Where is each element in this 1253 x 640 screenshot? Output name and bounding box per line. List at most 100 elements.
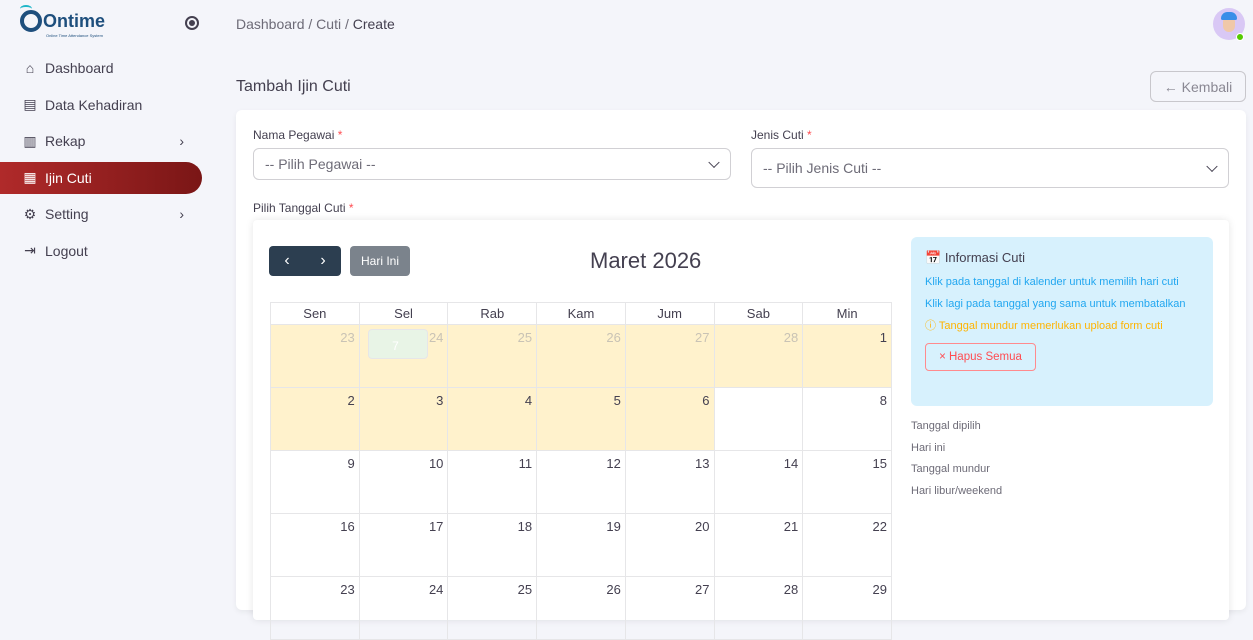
calendar-day[interactable]: 5: [536, 387, 626, 451]
sidebar-item-label: Logout: [45, 242, 88, 259]
sidebar-item-rekap[interactable]: ▥ Rekap ›: [0, 125, 202, 157]
sidebar-item-label: Data Kehadiran: [45, 96, 143, 113]
calendar-week: 16 17 18 19 20 21 22: [270, 513, 892, 577]
sidebar-item-label: Ijin Cuti: [45, 169, 92, 186]
legend-item: Hari ini: [911, 441, 946, 454]
calendar-day[interactable]: 24: [358, 576, 449, 640]
info-title: 📅 Informasi Cuti: [925, 250, 1026, 265]
calendar-day[interactable]: 8: [802, 387, 892, 451]
calendar-day[interactable]: 26: [536, 324, 626, 388]
logout-icon: ⇥: [24, 242, 36, 259]
calendar-day[interactable]: 27: [624, 576, 715, 640]
logo[interactable]: Ontime Online Time Attendance System: [20, 5, 105, 38]
calendar-day[interactable]: 25: [447, 324, 538, 388]
sidebar-item-setting[interactable]: ⚙ Setting ›: [0, 198, 202, 230]
today-button[interactable]: Hari Ini: [350, 246, 410, 276]
calendar-day[interactable]: 2: [270, 387, 360, 451]
chevron-right-icon: ›: [179, 133, 184, 150]
calendar-week: 23 24 25 26 27 28 29: [270, 576, 892, 640]
sidebar-item-label: Rekap: [45, 133, 86, 150]
calendar-day[interactable]: 11: [447, 450, 538, 514]
sidebar-toggle-button[interactable]: [185, 16, 199, 30]
sidebar-item-label: Dashboard: [45, 60, 114, 76]
calendar-day[interactable]: 7: [367, 328, 428, 359]
calendar-day[interactable]: 13: [624, 450, 715, 514]
gear-icon: ⚙: [23, 205, 37, 222]
weekday-header: Sab: [713, 302, 804, 325]
chevron-down-icon: [1206, 160, 1218, 173]
info-panel: 📅 Informasi Cuti Klik pada tanggal di ka…: [911, 237, 1213, 406]
stopwatch-icon: [20, 5, 42, 32]
calendar-day[interactable]: 23: [270, 324, 360, 388]
calendar-day[interactable]: 3: [358, 387, 449, 451]
pegawai-select[interactable]: -- Pilih Pegawai --: [253, 148, 731, 180]
calendar-day[interactable]: 16: [270, 513, 360, 577]
calendar-day[interactable]: 20: [624, 513, 715, 577]
calendar-day[interactable]: 18: [447, 513, 538, 577]
sidebar: Ontime Online Time Attendance System ⌂ Da…: [0, 0, 216, 598]
calendar-icon: ▦: [23, 169, 37, 186]
breadcrumb-dashboard[interactable]: Dashboard: [236, 16, 305, 32]
calendar-day[interactable]: 28: [713, 576, 804, 640]
home-icon: ⌂: [25, 60, 35, 76]
clear-all-button[interactable]: × Hapus Semua: [925, 343, 1036, 371]
prev-month-button[interactable]: ‹: [284, 252, 290, 269]
sidebar-item-data-kehadiran[interactable]: ▤ Data Kehadiran: [0, 89, 202, 121]
calendar-day[interactable]: 1: [802, 324, 892, 388]
info-line: Klik lagi pada tanggal yang sama untuk m…: [925, 298, 1186, 310]
sidebar-nav: ⌂ Dashboard ▤ Data Kehadiran ▥ Rekap › ▦ Ijin Cu…: [0, 52, 216, 272]
calendar-day[interactable]: 19: [536, 513, 626, 577]
form-card: Nama Pegawai * -- Pilih Pegawai -- Jenis…: [236, 110, 1246, 640]
weekday-header: Rab: [447, 302, 538, 325]
breadcrumb-cuti[interactable]: Cuti: [316, 16, 342, 32]
chevron-down-icon: [708, 156, 720, 169]
calendar-day[interactable]: 4: [447, 387, 538, 451]
weekday-header: Sen: [270, 302, 360, 325]
legend-item: Tanggal mundur: [911, 463, 990, 475]
sidebar-item-ijin-cuti[interactable]: ▦ Ijin Cuti: [0, 161, 202, 194]
weekday-header: Jum: [624, 302, 715, 325]
tanggal-label: Pilih Tanggal Cuti *: [253, 201, 354, 215]
calendar-day[interactable]: 14: [713, 450, 804, 514]
weekday-header: Kam: [536, 302, 626, 325]
sidebar-item-dashboard[interactable]: ⌂ Dashboard: [0, 52, 202, 84]
chevron-right-icon: ›: [179, 206, 184, 223]
calendar-day[interactable]: 6: [624, 387, 715, 451]
jenis-cuti-label: Jenis Cuti *: [751, 128, 812, 142]
calendar-day[interactable]: 12: [536, 450, 626, 514]
calendar-legend: Tanggal dipilih Hari ini Tanggal mundur Har…: [911, 420, 1002, 506]
calendar-day[interactable]: 22: [802, 513, 892, 577]
calendar-day[interactable]: 29: [802, 576, 892, 640]
calendar-week: 9 10 11 12 13 14 15: [270, 450, 892, 514]
weekday-header: Min: [802, 302, 892, 325]
calendar-nav: ‹ ›: [269, 246, 341, 276]
calendar-day[interactable]: 26: [536, 576, 626, 640]
breadcrumb-create: Create: [352, 16, 395, 32]
jenis-cuti-select[interactable]: -- Pilih Jenis Cuti --: [751, 148, 1229, 188]
avatar[interactable]: [1213, 8, 1245, 40]
calendar-day[interactable]: 15: [802, 450, 892, 514]
pegawai-label: Nama Pegawai *: [253, 128, 343, 142]
sidebar-item-logout[interactable]: ⇥ Logout: [0, 235, 202, 267]
online-status-icon: [1236, 33, 1244, 41]
calendar-grid: Sen Sel Rab Kam Jum Sab Min 23 24 25 26 27 28 1 2 3 4 5 6 7…: [270, 302, 892, 640]
breadcrumb: Dashboard / Cuti / Create: [236, 16, 395, 32]
calendar-day[interactable]: 10: [358, 450, 449, 514]
calendar-day[interactable]: 28: [713, 324, 804, 388]
calendar-day[interactable]: 9: [270, 450, 360, 514]
next-month-button[interactable]: ›: [320, 252, 326, 269]
calendar: ‹ › Hari Ini Maret 2026 Sen Sel Rab Kam Jum S…: [253, 220, 1229, 640]
weekday-header: Sel: [358, 302, 449, 325]
calendar-day[interactable]: 21: [713, 513, 804, 577]
back-button[interactable]: ← Kembali: [1150, 71, 1246, 102]
calendar-day[interactable]: 25: [447, 576, 538, 640]
legend-item: Tanggal dipilih: [911, 420, 981, 432]
calendar-day[interactable]: 23: [270, 576, 360, 640]
calendar-week: 23 24 25 26 27 28 1: [270, 324, 892, 388]
calendar-day[interactable]: 17: [358, 513, 449, 577]
calendar-day[interactable]: 27: [624, 324, 715, 388]
sidebar-item-label: Setting: [45, 206, 89, 223]
info-warning: ⓘ Tanggal mundur memerlukan upload form …: [925, 320, 1163, 332]
page-title: Tambah Ijin Cuti: [236, 78, 351, 95]
